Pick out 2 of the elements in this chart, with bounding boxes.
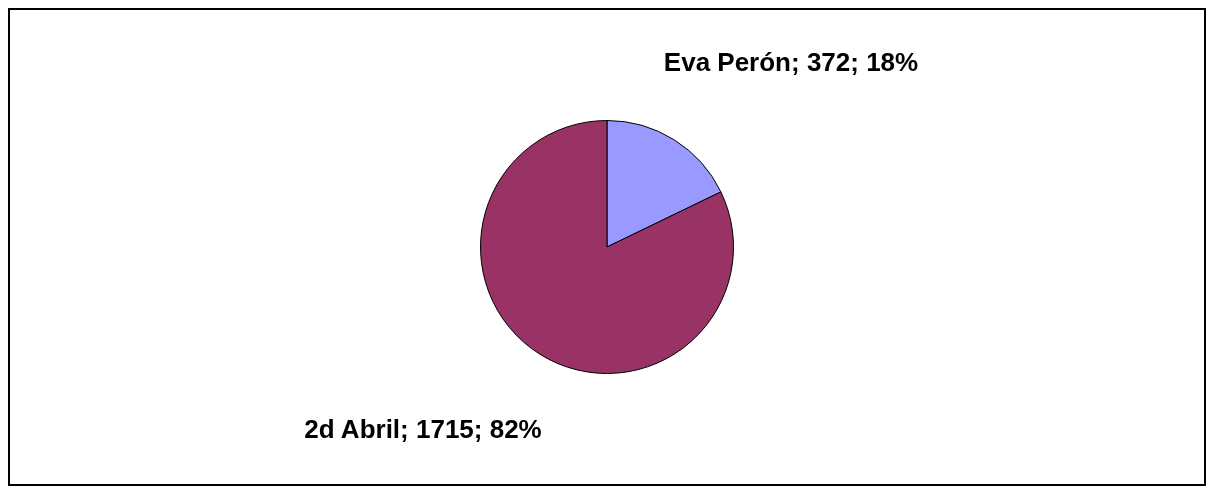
slice-label: Eva Perón; 372; 18% xyxy=(663,46,919,77)
slice-label: 2d Abril; 1715; 82% xyxy=(304,413,542,444)
